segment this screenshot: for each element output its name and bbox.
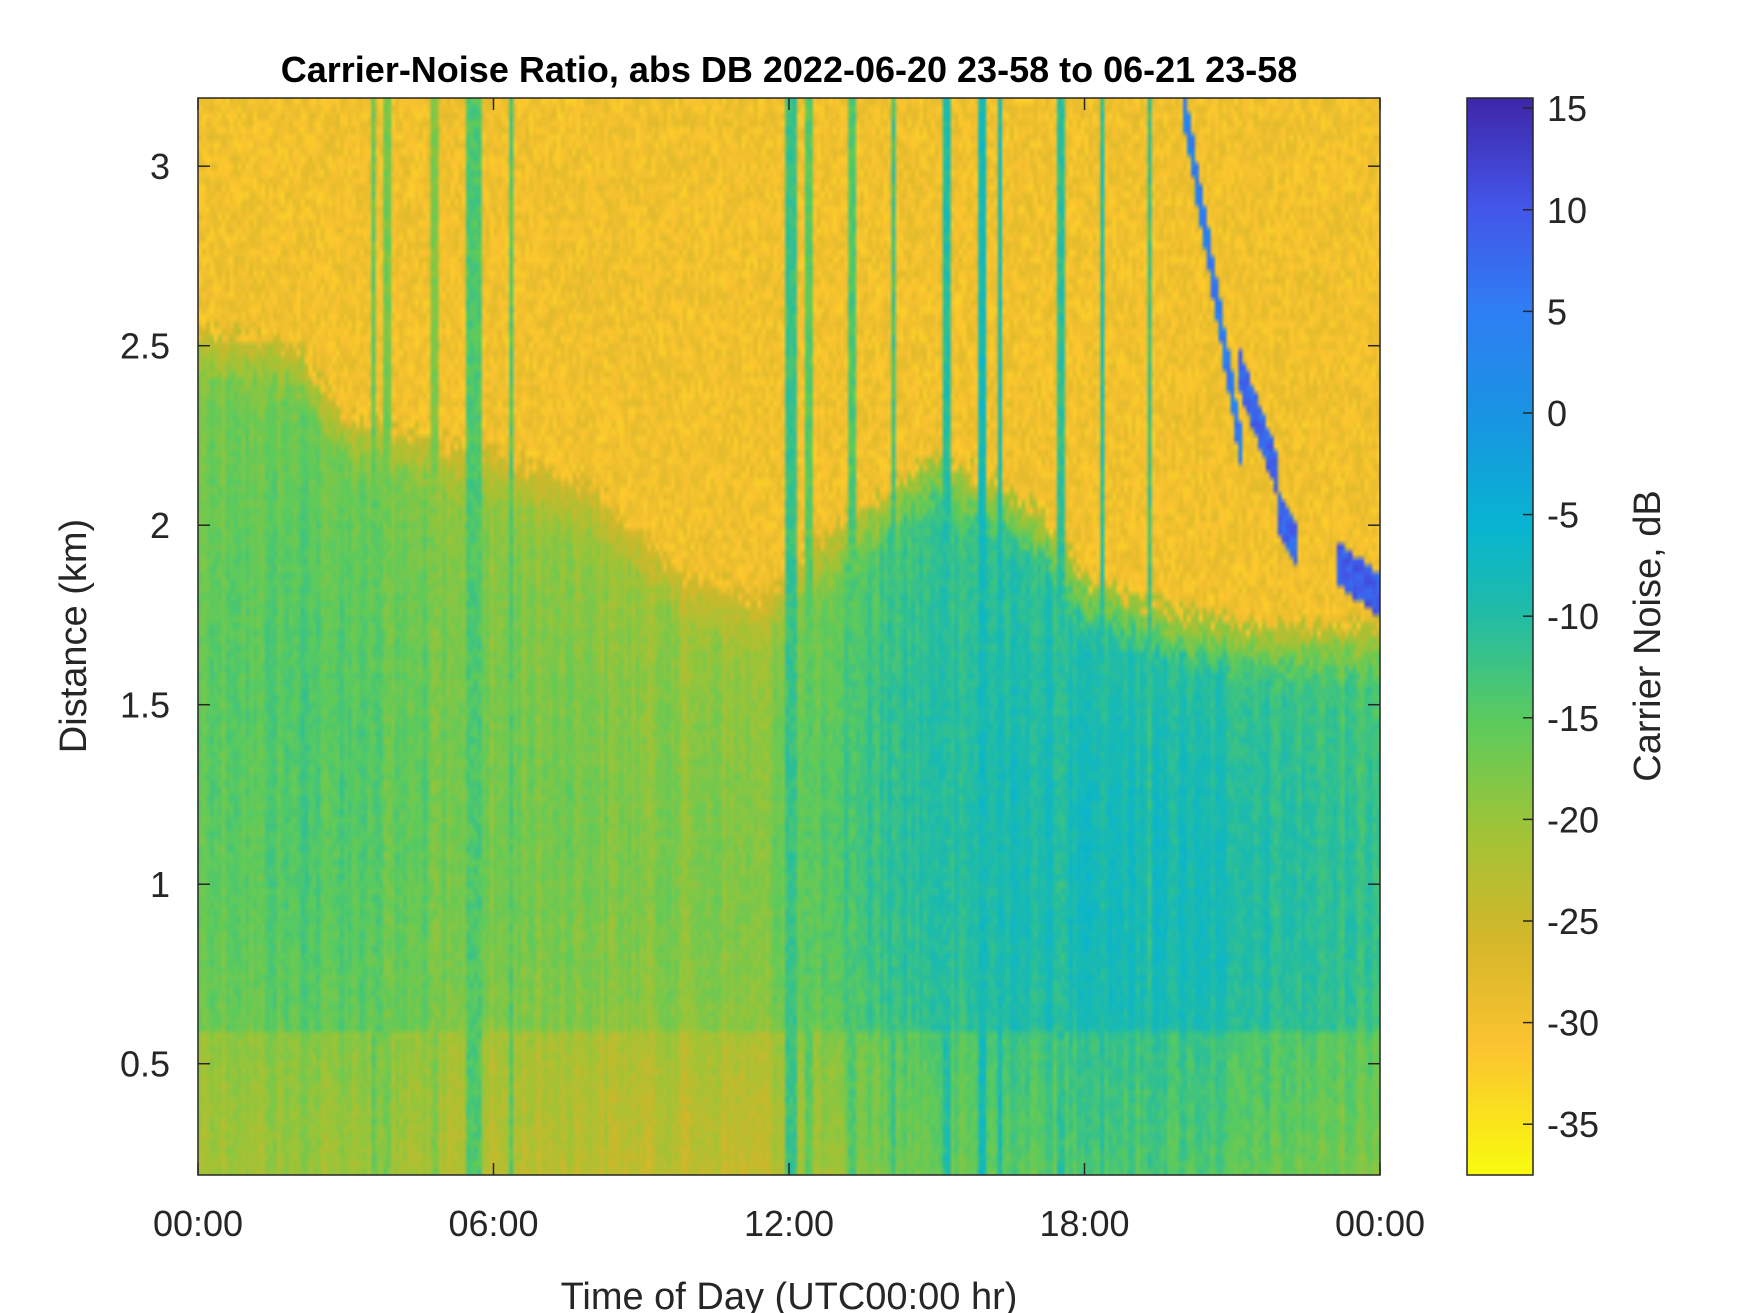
x-tick-label: 12:00 xyxy=(744,1203,834,1244)
colorbar-label: Carrier Noise, dB xyxy=(1627,490,1669,781)
x-tick-label: 00:00 xyxy=(153,1203,243,1244)
heatmap-cells xyxy=(198,98,1380,1175)
x-tick-label: 06:00 xyxy=(448,1203,538,1244)
x-tick-label: 18:00 xyxy=(1039,1203,1129,1244)
colorbar-tick-label: -10 xyxy=(1547,596,1599,637)
y-tick-label: 1.5 xyxy=(120,685,170,726)
colorbar-tick-label: -30 xyxy=(1547,1003,1599,1044)
colorbar xyxy=(1466,97,1534,1176)
colorbar-tick-label: -25 xyxy=(1547,901,1599,942)
y-tick-label: 2.5 xyxy=(120,326,170,367)
colorbar-ticks: 15 10 5 0 -5 -10 -15 -20 -25 -30 -35 xyxy=(1523,88,1599,1145)
colorbar-tick-label: 0 xyxy=(1547,393,1567,434)
y-axis-label: Distance (km) xyxy=(53,519,95,753)
colorbar-tick-label: 15 xyxy=(1547,88,1587,129)
colorbar-tick-label: -20 xyxy=(1547,799,1599,840)
heatmap-plot-area xyxy=(198,98,1380,1175)
y-tick-label: 0.5 xyxy=(120,1044,170,1085)
y-tick-label: 3 xyxy=(150,146,170,187)
x-axis-ticks: 00:00 06:00 12:00 18:00 00:00 xyxy=(153,98,1425,1244)
y-axis-ticks: 0.5 1 1.5 2 2.5 3 xyxy=(120,146,1380,1085)
y-tick-label: 1 xyxy=(150,864,170,905)
colorbar-tick-label: -35 xyxy=(1547,1104,1599,1145)
colorbar-tick-label: 10 xyxy=(1547,190,1587,231)
x-tick-label: 00:00 xyxy=(1335,1203,1425,1244)
x-axis-label: Time of Day (UTC00:00 hr) xyxy=(561,1276,1018,1313)
colorbar-tick-label: -15 xyxy=(1547,698,1599,739)
colorbar-tick-label: 5 xyxy=(1547,291,1567,332)
y-tick-label: 2 xyxy=(150,505,170,546)
colorbar-tick-label: -5 xyxy=(1547,495,1579,536)
chart-title: Carrier-Noise Ratio, abs DB 2022-06-20 2… xyxy=(281,49,1298,90)
